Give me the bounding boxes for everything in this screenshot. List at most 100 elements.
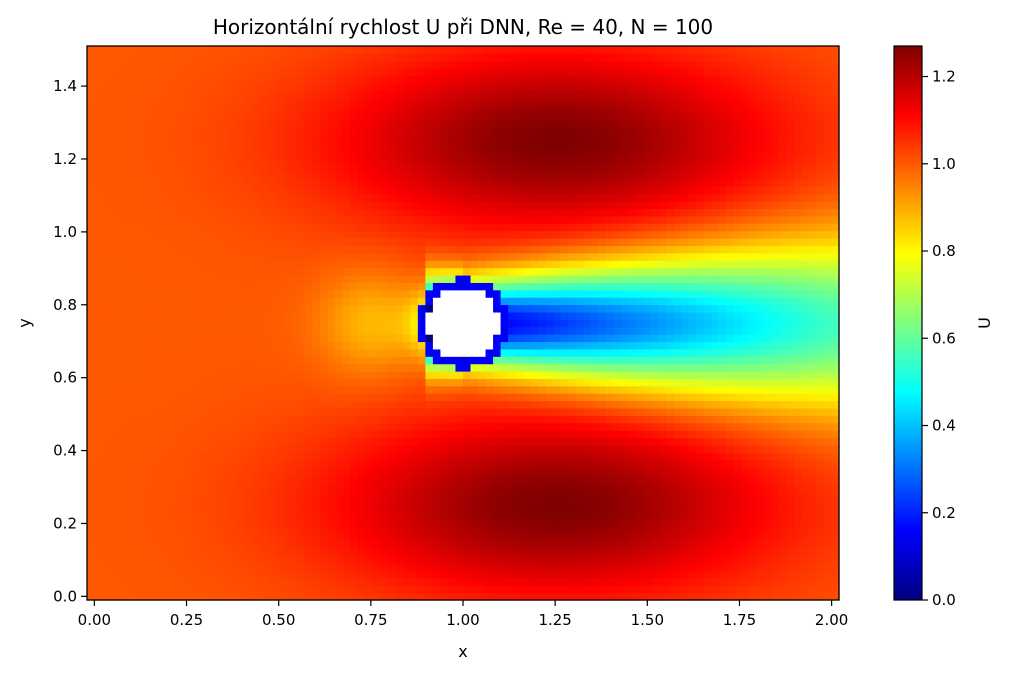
heatmap-cell	[124, 127, 133, 136]
heatmap-cell	[94, 481, 103, 490]
heatmap-cell	[387, 437, 396, 446]
heatmap-cell	[162, 570, 171, 579]
heatmap-cell	[282, 282, 291, 291]
heatmap-cell	[94, 245, 103, 254]
heatmap-cell	[124, 393, 133, 402]
heatmap-cell	[583, 334, 592, 343]
heatmap-cell	[124, 540, 133, 549]
heatmap-cell	[282, 134, 291, 143]
heatmap-cell	[372, 75, 381, 84]
heatmap-cell	[395, 444, 404, 453]
heatmap-cell	[553, 201, 562, 210]
heatmap-cell	[560, 171, 569, 180]
heatmap-cell	[463, 142, 472, 151]
heatmap-cell	[560, 53, 569, 62]
heatmap-cell	[478, 341, 487, 350]
heatmap-cell	[109, 518, 118, 527]
heatmap-cell	[553, 82, 562, 91]
heatmap-cell	[207, 208, 216, 217]
heatmap-cell	[154, 201, 163, 210]
heatmap-cell	[139, 60, 148, 69]
heatmap-cell	[94, 82, 103, 91]
heatmap-cell	[229, 334, 238, 343]
heatmap-cell	[229, 193, 238, 202]
heatmap-cell	[297, 127, 306, 136]
heatmap-cell	[297, 186, 306, 195]
heatmap-cell	[372, 467, 381, 476]
heatmap-cell	[553, 319, 562, 328]
heatmap-cell	[545, 105, 554, 114]
heatmap-cell	[177, 208, 186, 217]
heatmap-cell	[417, 119, 426, 128]
heatmap-cell	[553, 119, 562, 128]
heatmap-cell	[425, 378, 434, 387]
heatmap-cell	[372, 193, 381, 202]
heatmap-cell	[425, 90, 434, 99]
heatmap-cell	[177, 540, 186, 549]
heatmap-cell	[515, 215, 524, 224]
heatmap-cell	[207, 149, 216, 158]
heatmap-cell	[214, 496, 223, 505]
heatmap-cell	[244, 90, 254, 99]
heatmap-cell	[568, 193, 577, 202]
heatmap-cell	[583, 474, 592, 483]
heatmap-cell	[493, 489, 502, 498]
heatmap-cell	[87, 430, 96, 439]
heatmap-cell	[214, 334, 223, 343]
heatmap-cell	[417, 142, 426, 151]
heatmap-cell	[455, 134, 464, 143]
heatmap-cell	[372, 518, 381, 527]
heatmap-cell	[192, 563, 201, 572]
heatmap-cell	[139, 385, 148, 394]
heatmap-cell	[463, 60, 472, 69]
heatmap-cell	[470, 452, 479, 461]
heatmap-cell	[147, 444, 156, 453]
heatmap-cell	[560, 326, 569, 335]
heatmap-cell	[432, 282, 442, 291]
heatmap-cell	[493, 215, 502, 224]
heatmap-cell	[222, 385, 231, 394]
heatmap-cell	[214, 127, 223, 136]
heatmap-cell	[147, 526, 156, 535]
heatmap-cell	[87, 60, 96, 69]
heatmap-cell	[305, 297, 314, 306]
heatmap-cell	[237, 577, 246, 586]
heatmap-cell	[184, 289, 193, 298]
heatmap-cell	[447, 304, 457, 313]
heatmap-cell	[440, 134, 449, 143]
heatmap-cell	[447, 156, 457, 165]
heatmap-cell	[575, 326, 584, 335]
heatmap-cell	[365, 208, 374, 217]
heatmap-cell	[493, 208, 502, 217]
heatmap-cell	[312, 518, 321, 527]
heatmap-cell	[447, 356, 457, 365]
heatmap-cell	[485, 178, 494, 187]
heatmap-cell	[199, 134, 208, 143]
heatmap-cell	[169, 459, 178, 468]
heatmap-cell	[493, 430, 502, 439]
heatmap-cell	[500, 489, 509, 498]
heatmap-cell	[493, 238, 502, 247]
heatmap-cell	[124, 186, 133, 195]
heatmap-cell	[515, 149, 524, 158]
heatmap-cell	[109, 496, 118, 505]
heatmap-cell	[290, 444, 299, 453]
heatmap-cell	[530, 46, 539, 54]
heatmap-cell	[425, 437, 434, 446]
heatmap-cell	[357, 548, 366, 557]
heatmap-cell	[372, 430, 381, 439]
heatmap-cell	[545, 46, 554, 54]
heatmap-cell	[207, 238, 216, 247]
heatmap-cell	[297, 274, 306, 283]
heatmap-cell	[365, 489, 374, 498]
heatmap-cell	[575, 585, 584, 594]
heatmap-cell	[560, 82, 569, 91]
heatmap-cell	[440, 378, 449, 387]
heatmap-cell	[447, 526, 457, 535]
heatmap-cell	[117, 548, 126, 557]
heatmap-cell	[312, 437, 321, 446]
heatmap-cell	[545, 407, 554, 416]
heatmap-cell	[560, 319, 569, 328]
heatmap-cell	[132, 142, 141, 151]
heatmap-cell	[523, 474, 532, 483]
